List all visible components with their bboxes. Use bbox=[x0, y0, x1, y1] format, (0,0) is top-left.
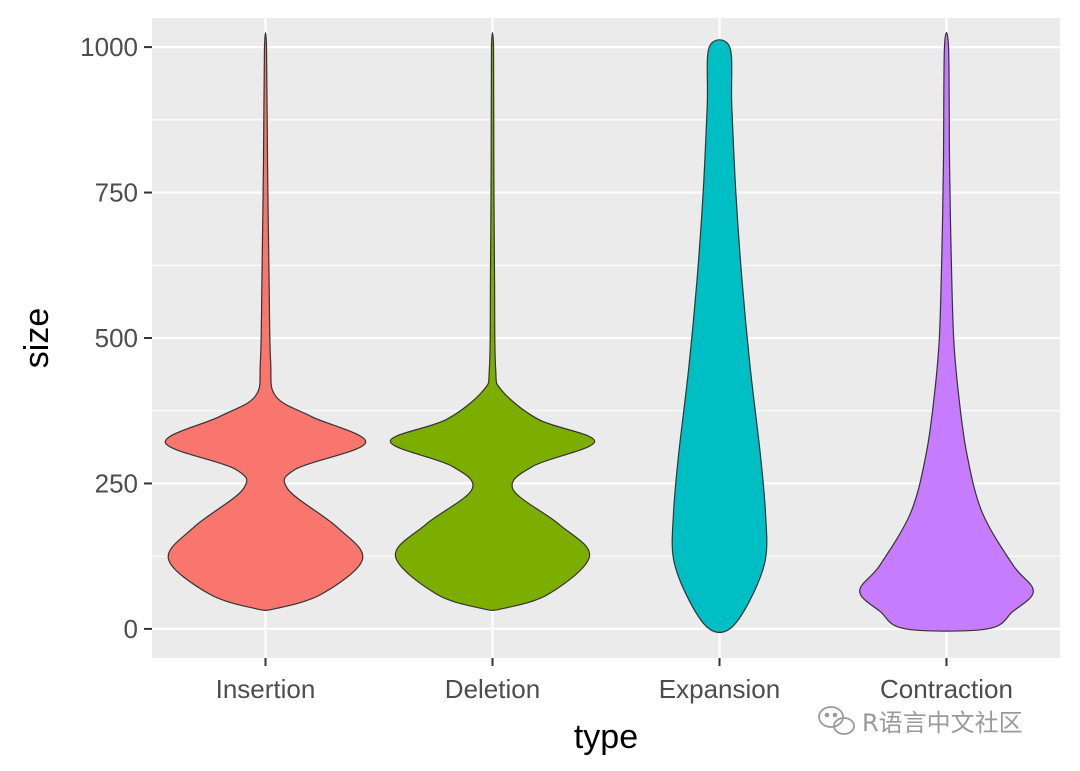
violin-insertion bbox=[164, 31, 367, 611]
x-tick-label: Expansion bbox=[659, 674, 780, 704]
watermark-text: R语言中文社区 bbox=[862, 709, 1023, 737]
x-tick-label: Deletion bbox=[445, 674, 540, 704]
y-tick-label: 0 bbox=[124, 614, 138, 644]
y-tick-label: 250 bbox=[95, 468, 138, 498]
x-axis: Insertion Deletion Expansion Contraction bbox=[216, 658, 1013, 704]
y-tick-label: 750 bbox=[95, 178, 138, 208]
violins bbox=[164, 31, 1034, 634]
x-tick-label: Insertion bbox=[216, 674, 316, 704]
y-tick-label: 500 bbox=[95, 323, 138, 353]
y-axis: 0 250 500 750 1000 bbox=[80, 32, 152, 644]
violin-deletion bbox=[389, 31, 596, 611]
violin-contraction bbox=[859, 31, 1034, 632]
x-axis-title: type bbox=[574, 718, 638, 756]
violin-expansion bbox=[671, 39, 768, 634]
y-axis-title: size bbox=[18, 308, 56, 368]
x-tick-label: Contraction bbox=[880, 674, 1013, 704]
y-tick-label: 1000 bbox=[80, 32, 138, 62]
watermark: R语言中文社区 bbox=[818, 706, 1023, 737]
wechat-icon bbox=[818, 706, 855, 735]
